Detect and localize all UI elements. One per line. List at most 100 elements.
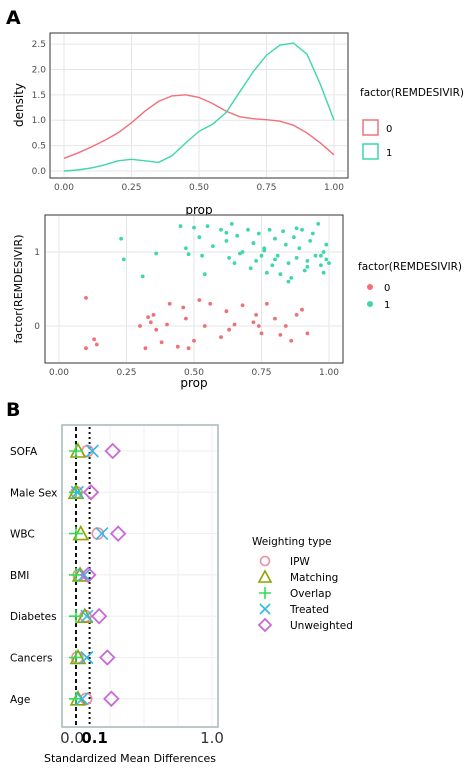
jitter-point-0-33	[283, 324, 288, 328]
jitter-point-1-32	[278, 272, 283, 277]
jitter-point-1-54	[305, 264, 310, 269]
jitter-point-1-1	[121, 257, 126, 262]
jitter-point-1-52	[319, 253, 323, 258]
jitter-point-1-28	[267, 227, 272, 232]
love-x-ticks: 0.00.1 1.0	[60, 729, 224, 747]
density-x-ticks: 0.00 0.25 0.50 0.75 1.00	[54, 183, 344, 193]
love-legend-key-matching	[257, 569, 273, 583]
love-plot: SOFA Male Sex WBC BMI Diabetes Cancers Age 0.0…	[10, 424, 353, 765]
jitter-x-axis-label: prop	[180, 376, 207, 390]
love-point-unweighted-0	[104, 442, 121, 460]
jitter-y-axis-label: factor(REMDESIVIR)	[12, 235, 25, 344]
jitter-x-tick-4: 1.00	[319, 368, 339, 378]
density-line-1	[63, 42, 335, 172]
density-legend: factor(REMDESIVIR) 0 1	[360, 87, 464, 160]
jitter-grid	[46, 216, 342, 362]
jitter-point-0-3	[94, 342, 99, 347]
density-y-tick-2: 1.0	[32, 116, 47, 126]
jitter-legend-key-0	[367, 284, 373, 290]
density-x-tick-4: 1.00	[324, 183, 344, 193]
panel-label-b: B	[6, 399, 20, 421]
density-y-tick-0: 0.0	[32, 167, 47, 177]
density-y-tick-4: 2.0	[32, 65, 47, 75]
density-legend-label-1: 1	[386, 148, 392, 159]
jitter-point-0-27	[254, 313, 258, 317]
jitter-point-1-56	[286, 279, 291, 284]
jitter-point-1-18	[235, 233, 240, 238]
jitter-point-1-7	[192, 225, 196, 230]
jitter-point-1-49	[327, 261, 331, 265]
love-point-unweighted-5	[99, 649, 116, 666]
love-point-treated-2	[95, 527, 109, 541]
jitter-point-1-36	[289, 276, 294, 280]
jitter-point-1-12	[211, 244, 215, 249]
jitter-point-1-31	[275, 253, 280, 258]
jitter-points	[84, 222, 331, 351]
jitter-point-0-19	[202, 324, 207, 328]
love-legend-label-overlap: Overlap	[290, 588, 332, 600]
jitter-point-0-22	[224, 309, 229, 314]
density-grid	[51, 34, 347, 177]
love-category-label-4: Diabetes	[10, 611, 57, 623]
jitter-point-0-24	[232, 322, 237, 327]
love-point-unweighted-1	[82, 484, 100, 501]
jitter-point-1-43	[308, 239, 312, 243]
love-legend-title: Weighting type	[252, 536, 332, 548]
love-legend-key-ipw	[259, 555, 271, 567]
love-legend-label-ipw: IPW	[290, 556, 310, 568]
jitter-point-1-60	[238, 251, 242, 256]
love-legend-key-overlap	[259, 587, 271, 599]
density-legend-title: factor(REMDESIVIR)	[360, 87, 464, 99]
jitter-point-0-15	[184, 316, 188, 321]
jitter-point-1-27	[265, 270, 269, 275]
jitter-point-0-14	[181, 305, 186, 310]
jitter-point-1-53	[310, 231, 315, 236]
jitter-point-0-20	[208, 301, 213, 306]
jitter-point-1-6	[186, 252, 191, 257]
jitter-point-1-37	[292, 235, 296, 240]
love-point-overlap-2	[69, 526, 83, 541]
density-y-tick-3: 1.5	[32, 91, 46, 101]
density-y-ticks: 0.0 0.5 1.0 1.5 2.0 2.5	[32, 40, 47, 177]
density-x-tick-1: 0.25	[121, 183, 141, 193]
love-point-overlap-0	[69, 444, 83, 458]
jitter-point-1-11	[205, 224, 210, 229]
love-category-label-5: Cancers	[10, 653, 52, 665]
love-x-tick-0: 0.0	[60, 729, 84, 747]
jitter-point-1-38	[294, 256, 299, 260]
love-legend-label-unweighted: Unweighted	[290, 620, 353, 632]
jitter-legend-key-1	[367, 301, 373, 307]
jitter-point-0-4	[143, 346, 148, 351]
density-legend-label-0: 0	[386, 124, 392, 135]
jitter-point-1-8	[197, 235, 202, 240]
love-point-overlap-6	[69, 691, 83, 706]
density-plot: 0.00 0.25 0.50 0.75 1.00 0.00.51.01.52.02.5 …	[12, 32, 464, 217]
love-legend-key-unweighted	[257, 617, 273, 633]
jitter-point-1-57	[273, 257, 277, 262]
jitter-point-1-51	[321, 270, 326, 275]
jitter-point-1-15	[227, 256, 232, 260]
panel-label-a: A	[6, 7, 21, 29]
love-point-treated-6	[75, 692, 89, 706]
density-y-tick-5: 2.5	[32, 40, 46, 50]
jitter-point-0-36	[300, 307, 304, 312]
love-points	[67, 442, 127, 708]
jitter-point-1-59	[251, 241, 256, 246]
jitter-y-tick-0: 0	[34, 322, 40, 332]
jitter-point-1-35	[286, 261, 291, 265]
jitter-y-ticks: 01	[34, 248, 40, 332]
jitter-point-0-17	[192, 338, 196, 343]
love-point-overlap-1	[69, 485, 83, 500]
jitter-point-1-47	[321, 250, 326, 254]
love-category-label-3: BMI	[10, 570, 29, 582]
density-legend-key-1	[362, 143, 379, 160]
jitter-point-0-16	[186, 346, 191, 351]
jitter-point-1-16	[229, 222, 234, 226]
jitter-point-1-55	[294, 226, 299, 231]
jitter-x-tick-3: 0.75	[251, 368, 271, 378]
jitter-point-1-46	[319, 263, 323, 268]
jitter-point-0-7	[138, 324, 142, 328]
jitter-point-1-5	[184, 246, 188, 251]
jitter-point-0-2	[92, 337, 96, 342]
jitter-point-1-0	[119, 236, 123, 241]
